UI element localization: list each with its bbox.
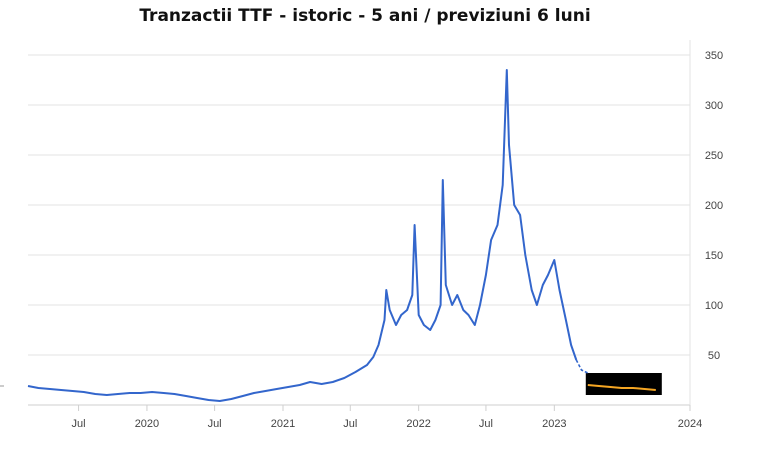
series-lines	[0, 69, 656, 402]
x-tick-label: 2023	[542, 418, 566, 430]
series-history-line	[27, 69, 578, 402]
y-tick-labels: 50 100 150 200 250 300 350	[705, 50, 723, 362]
x-tick-label: Jul	[208, 418, 222, 430]
x-tick-label: 2020	[135, 418, 159, 430]
x-tick-labels: Jul 2020 Jul 2021 Jul 2022 Jul 2023 2024	[72, 418, 703, 430]
series-bridge-line	[575, 359, 589, 374]
y-tick-label: 100	[705, 300, 723, 312]
y-tick-label: 300	[705, 100, 723, 112]
x-tick-label: Jul	[479, 418, 493, 430]
series-forecast-line	[587, 384, 656, 391]
x-tick-label: 2021	[271, 418, 295, 430]
y-tick-label: 200	[705, 200, 723, 212]
x-tick-label: 2024	[678, 418, 702, 430]
grid	[28, 40, 691, 411]
forecast-background	[585, 373, 662, 395]
y-tick-label: 350	[705, 50, 723, 62]
y-tick-label: 250	[705, 150, 723, 162]
y-tick-label: 50	[708, 350, 720, 362]
x-tick-label: 2022	[406, 418, 430, 430]
chart-title: Tranzactii TTF - istoric - 5 ani / previ…	[139, 6, 591, 26]
x-tick-label: Jul	[343, 418, 357, 430]
forecast-panel	[585, 373, 662, 395]
x-tick-label: Jul	[72, 418, 86, 430]
y-tick-label: 150	[705, 250, 723, 262]
